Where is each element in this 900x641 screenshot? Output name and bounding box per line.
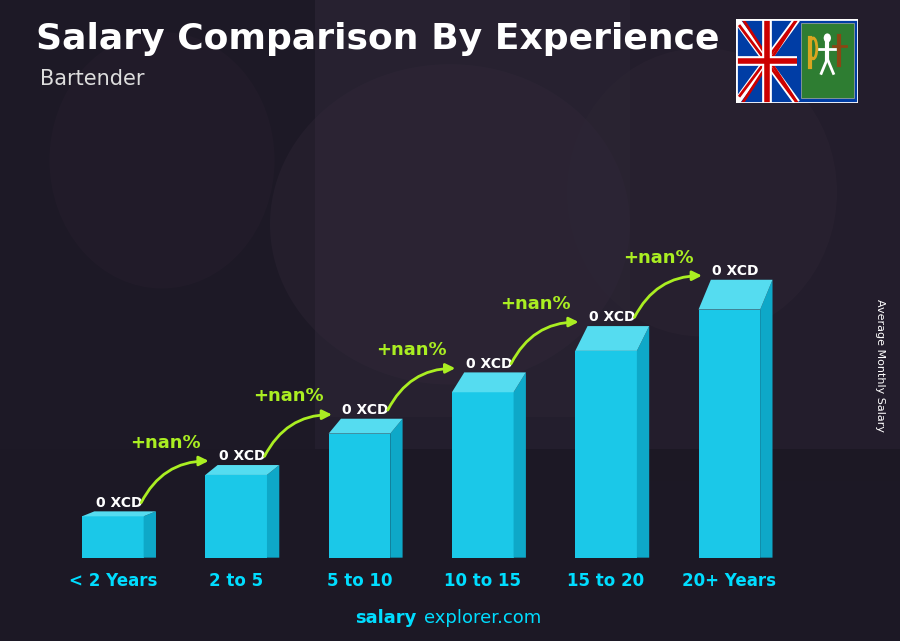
- Polygon shape: [514, 372, 526, 558]
- Text: Average Monthly Salary: Average Monthly Salary: [875, 299, 886, 432]
- Ellipse shape: [824, 33, 831, 42]
- Bar: [0, 0, 315, 449]
- Polygon shape: [452, 372, 526, 392]
- Ellipse shape: [50, 32, 274, 288]
- Polygon shape: [760, 279, 772, 558]
- Polygon shape: [698, 310, 760, 558]
- Text: 0 XCD: 0 XCD: [589, 310, 635, 324]
- Text: +nan%: +nan%: [623, 249, 694, 267]
- Polygon shape: [205, 465, 279, 475]
- Text: 0 XCD: 0 XCD: [342, 403, 389, 417]
- Bar: [0, 449, 900, 641]
- Polygon shape: [328, 419, 402, 433]
- Polygon shape: [637, 326, 649, 558]
- Ellipse shape: [270, 64, 630, 385]
- Text: +nan%: +nan%: [500, 295, 571, 313]
- Text: Bartender: Bartender: [40, 69, 145, 89]
- Text: +nan%: +nan%: [376, 341, 447, 359]
- Text: 0 XCD: 0 XCD: [219, 449, 266, 463]
- Polygon shape: [452, 392, 514, 558]
- Bar: [797, 19, 858, 103]
- Polygon shape: [328, 433, 391, 558]
- Polygon shape: [267, 465, 279, 558]
- Text: explorer.com: explorer.com: [424, 609, 541, 627]
- Text: salary: salary: [356, 609, 417, 627]
- Polygon shape: [82, 516, 144, 558]
- Bar: [630, 0, 900, 481]
- Polygon shape: [575, 326, 649, 351]
- Polygon shape: [391, 419, 402, 558]
- Polygon shape: [801, 24, 853, 98]
- Polygon shape: [144, 512, 156, 558]
- Text: 0 XCD: 0 XCD: [95, 495, 142, 510]
- Text: +nan%: +nan%: [253, 387, 324, 406]
- Polygon shape: [698, 279, 772, 310]
- Text: 0 XCD: 0 XCD: [465, 357, 512, 370]
- Polygon shape: [575, 351, 637, 558]
- Ellipse shape: [567, 48, 837, 337]
- Polygon shape: [82, 512, 156, 516]
- Text: +nan%: +nan%: [130, 434, 201, 452]
- Text: Salary Comparison By Experience: Salary Comparison By Experience: [36, 22, 719, 56]
- Polygon shape: [205, 475, 267, 558]
- Text: 0 XCD: 0 XCD: [712, 264, 759, 278]
- Bar: [315, 0, 630, 417]
